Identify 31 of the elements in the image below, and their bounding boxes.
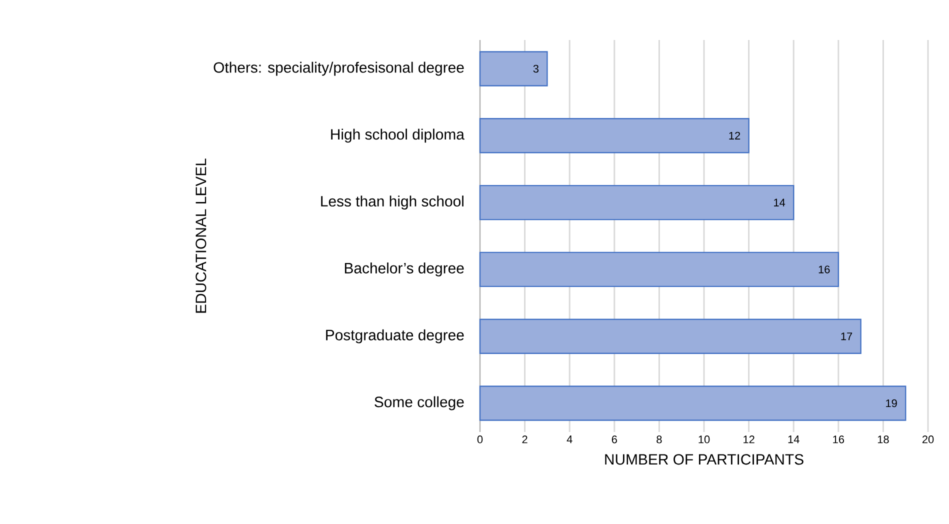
x-tick-label: 14 <box>788 436 800 444</box>
bar <box>479 118 750 154</box>
y-tick-label: Postgraduate degree <box>326 329 464 344</box>
bar <box>479 318 862 354</box>
x-tick-label: 0 <box>477 436 483 444</box>
bar <box>479 184 794 220</box>
bar <box>479 51 548 86</box>
x-tick-label: 16 <box>833 436 844 444</box>
x-tick-label: 8 <box>656 436 662 444</box>
y-tick-label: Some college <box>374 396 464 410</box>
x-axis-title: NUMBER OF PARTICIPANTS <box>605 454 804 465</box>
data-label: 19 <box>886 399 897 408</box>
x-tick-label: 10 <box>698 436 710 444</box>
x-tick-label: 12 <box>744 436 754 444</box>
y-tick-label: Bachelor’s degree <box>344 262 464 276</box>
y-tick-label: Others: speciality/profesisonal degree <box>214 62 464 76</box>
data-label: 14 <box>774 198 786 206</box>
y-tick-label: Less than high school <box>321 196 464 210</box>
data-label: 16 <box>818 266 830 274</box>
bar <box>479 252 840 288</box>
x-tick-label: 2 <box>522 436 528 444</box>
bar <box>479 386 906 421</box>
x-tick-label: 6 <box>612 436 617 444</box>
x-tick-label: 20 <box>922 436 934 444</box>
y-tick-label: High school diploma <box>331 128 464 143</box>
data-label: 12 <box>729 132 740 140</box>
data-label: 3 <box>533 64 539 73</box>
data-label: 17 <box>841 332 852 340</box>
x-tick-label: 18 <box>878 436 889 444</box>
x-tick-label: 4 <box>566 436 572 444</box>
y-axis-title: EDUCATIONAL LEVEL <box>196 158 206 313</box>
